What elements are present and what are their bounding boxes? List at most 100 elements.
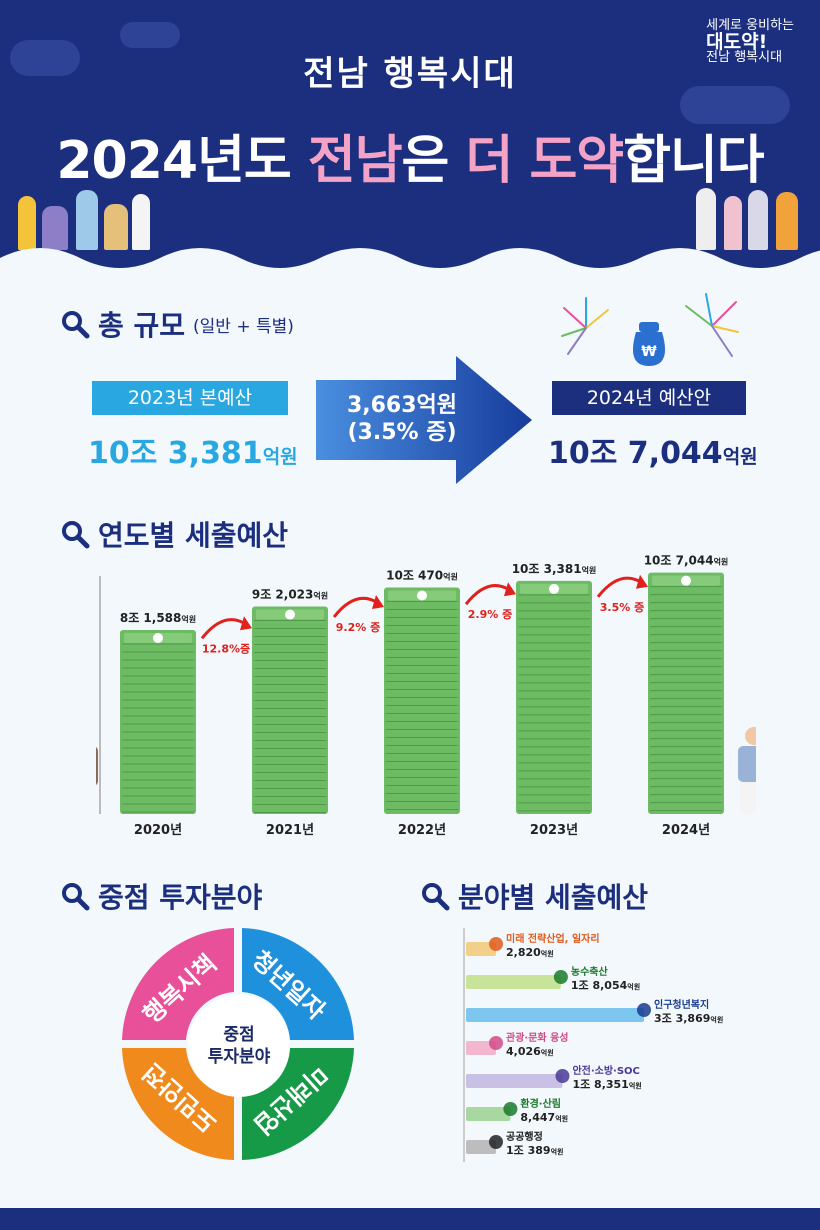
brand-big: 대도약! [706,31,768,53]
svg-text:₩: ₩ [641,344,657,360]
x-tick-label: 2023년 [530,823,578,838]
sector-icon [553,970,568,984]
sector-icon [489,1036,503,1050]
center-line1: 중점 [223,1025,255,1045]
sector-value: 1조 389억원 [506,1144,563,1157]
won-icon [417,590,427,601]
sector-value: 1조 8,351억원 [572,1078,641,1091]
bar-1 [120,630,196,814]
brand-line2: 전남 행복시대 [706,50,783,65]
x-tick-label: 2020년 [134,823,182,838]
growth-label: 2.9% 증 [468,608,512,621]
page-title: 2024년도 전남은 더 도약합니다 [0,118,820,193]
sector-value-unit: 억원 [551,1147,564,1156]
sector-label: 인구청년복지 [654,998,709,1011]
bar-2 [252,606,328,814]
brand-logo: 세계로 웅비하는 대도약! 전남 행복시대 [706,18,794,66]
yearly-bar-chart: 8조 1,588억원 2020년 12.8%증 9조 2,023억원 2021년 9.2%… [96,554,756,838]
sector-value-unit: 억원 [541,1048,554,1057]
sector-bar-rect [466,1041,496,1055]
sector-icon [555,1069,570,1083]
sector-value: 1조 8,054억원 [571,979,640,992]
sector-bar-3 [466,1003,651,1022]
section-title-total: 총 규모 (일반 + 특별) [60,304,294,344]
sector-bar-rect [466,1107,511,1121]
title-part: 2024년도 [56,131,308,191]
sector-bar-5 [466,1069,570,1088]
fireworks-money-bag-icon: ₩ [561,293,739,366]
title-highlight: 전남 [307,131,403,191]
sector-bar-4 [466,1036,503,1055]
section-title-text: 중점 투자분야 [98,881,263,914]
section-title-yearly: 연도별 세출예산 [60,514,288,554]
sector-value-unit: 억원 [555,1114,568,1123]
magnifier-icon [422,883,450,911]
sector-bar-rect [466,942,496,956]
won-icon [285,609,295,620]
bar-rect [120,630,196,814]
growth-label: 12.8%증 [202,642,250,655]
sector-bar-rect [466,975,561,989]
cloud-decoration [10,40,80,76]
increase-value: 3,663억원 [346,393,458,418]
sector-value-unit: 억원 [627,982,640,991]
growth-arrowhead [504,582,516,597]
sector-label: 관광·문화 융성 [506,1031,568,1044]
increase-rate: (3.5% 증) [347,420,457,445]
won-icon [681,575,691,586]
bar-4 [516,580,592,814]
growth-arrowhead [636,574,648,589]
bar-value-unit: 억원 [582,565,597,575]
donut-segment-industry [242,1048,354,1160]
sector-value-unit: 억원 [710,1015,723,1024]
sector-label: 안전·소방·SOC [572,1064,639,1077]
sector-bar-2 [466,970,568,989]
brand-line1: 세계로 웅비하는 [706,18,794,33]
donut-segment-safety [122,1048,234,1160]
bar-rect [516,580,592,814]
donut-segment-happiness [122,928,234,1040]
section-title-focus: 중점 투자분야 [60,876,262,916]
bar-value-unit: 억원 [443,571,458,581]
bar-value-label: 10조 470억원 [386,568,458,582]
bar-value-label: 10조 3,381억원 [512,562,597,576]
sector-value-unit: 억원 [629,1081,642,1090]
sector-value: 3조 3,869억원 [654,1012,723,1025]
sector-value: 2,820억원 [506,946,554,959]
section-title-text: 분야별 세출예산 [458,881,649,914]
growth-label: 3.5% 증 [600,601,644,614]
x-tick-label: 2024년 [662,823,710,838]
sector-label: 공공행정 [506,1130,543,1143]
donut-center-label: 중점 투자분야 [188,995,290,1097]
section-title-text: 연도별 세출예산 [98,519,289,552]
bar-3 [384,587,460,814]
bar-value-label: 10조 7,044억원 [644,554,729,568]
title-part: 은 [401,131,466,191]
won-icon [153,633,163,644]
presenter-woman-illustration [738,727,756,814]
sector-icon [489,1135,503,1149]
magnifier-icon [62,311,90,339]
presenter-man-illustration [96,747,98,785]
sector-bar-rect [466,1140,496,1154]
sector-label: 미래 전략산업, 일자리 [506,932,600,945]
bar-value-unit: 억원 [313,591,328,601]
sector-value-unit: 억원 [541,949,554,958]
bar-value-unit: 억원 [181,614,196,624]
title-part: 합니다 [623,131,765,191]
section-title-text: 총 규모 [98,309,186,342]
section-title-sector: 분야별 세출예산 [420,876,648,916]
prev-value-number: 10조 3,381 [88,436,263,471]
people-illustration-right [696,180,816,250]
sector-bar-7 [466,1135,503,1154]
sector-value: 4,026억원 [506,1045,554,1058]
bar-rect [384,587,460,814]
next-year-label: 2024년 예산안 [552,381,746,415]
growth-arrow [332,596,379,618]
cloud-decoration [120,22,180,48]
cloud-decoration [680,86,790,124]
next-value-unit: 억원 [722,446,758,468]
footer-bar [0,1208,820,1230]
bar-value-unit: 억원 [714,557,729,567]
